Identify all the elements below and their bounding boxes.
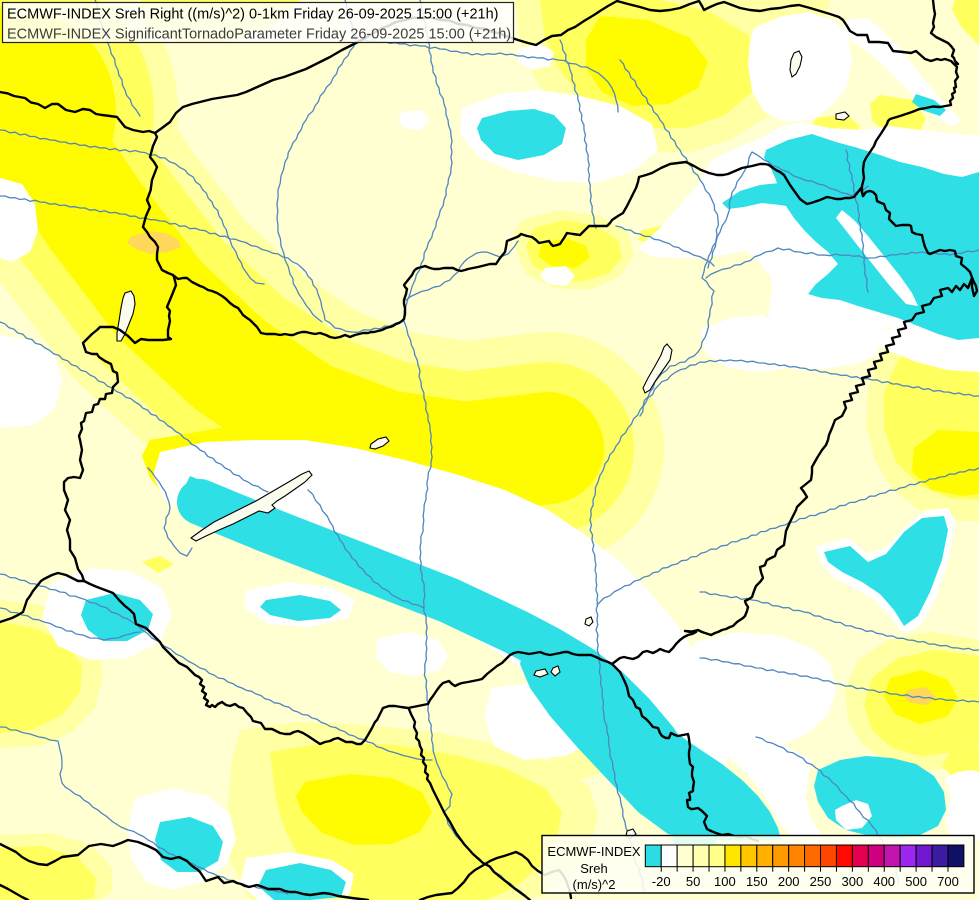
svg-text:250: 250 — [810, 874, 832, 889]
svg-text:(m/s)^2: (m/s)^2 — [573, 877, 616, 892]
svg-text:150: 150 — [746, 874, 768, 889]
svg-text:Sreh: Sreh — [580, 861, 607, 876]
svg-text:300: 300 — [842, 874, 864, 889]
svg-text:ECMWF-INDEX SignificantTornado: ECMWF-INDEX SignificantTornadoParameter … — [7, 27, 511, 43]
svg-text:700: 700 — [937, 874, 959, 889]
svg-text:100: 100 — [714, 874, 736, 889]
svg-text:200: 200 — [778, 874, 800, 889]
svg-text:ECMWF-INDEX: ECMWF-INDEX — [547, 844, 640, 859]
svg-text:ECMWF-INDEX Sreh Right ((m/s)^: ECMWF-INDEX Sreh Right ((m/s)^2) 0-1km F… — [7, 7, 499, 23]
svg-text:400: 400 — [873, 874, 895, 889]
svg-text:500: 500 — [905, 874, 927, 889]
svg-text:50: 50 — [686, 874, 700, 889]
svg-text:-20: -20 — [652, 874, 671, 889]
